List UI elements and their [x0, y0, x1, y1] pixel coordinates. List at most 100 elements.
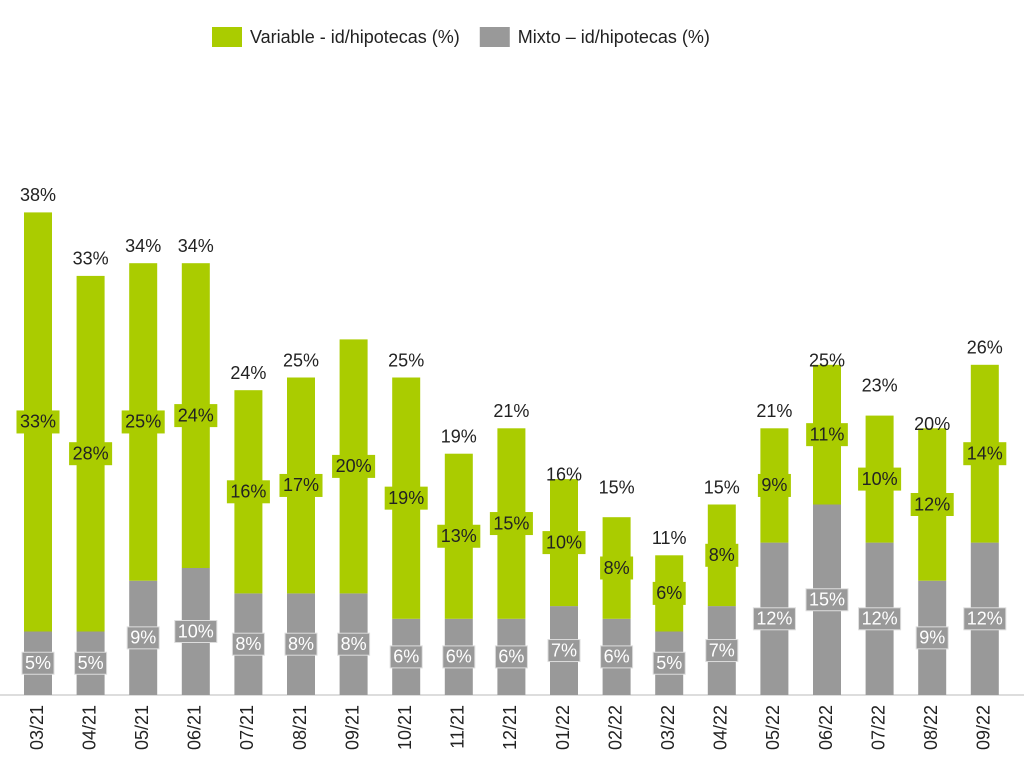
x-tick-label: 04/22 — [711, 705, 731, 750]
value-label: 25% — [121, 410, 165, 434]
value-label-bg — [16, 410, 60, 434]
value-label: 16% — [226, 480, 270, 504]
total-label: 25% — [809, 350, 845, 370]
value-label-text: 25% — [125, 412, 161, 432]
legend-label: Mixto – id/hipotecas (%) — [518, 27, 710, 47]
value-label: 9% — [757, 473, 791, 497]
value-label-text: 14% — [967, 443, 1003, 463]
value-label: 8% — [705, 543, 739, 567]
value-label-text: 5% — [656, 653, 682, 673]
value-label-bg — [963, 442, 1007, 466]
x-tick-label: 07/21 — [237, 705, 257, 750]
value-label-text: 12% — [967, 609, 1003, 629]
value-label-text: 15% — [493, 513, 529, 533]
value-label-text: 13% — [441, 526, 477, 546]
value-label-bg — [547, 639, 581, 663]
value-label-bg — [910, 493, 954, 516]
legend-swatch — [479, 27, 510, 47]
total-label: 15% — [599, 477, 635, 497]
x-tick-label: 01/22 — [553, 705, 573, 750]
value-label: 6% — [494, 645, 528, 669]
value-label: 7% — [547, 639, 581, 663]
value-label-bg — [652, 581, 686, 605]
value-label-bg — [806, 423, 848, 447]
value-label-bg — [963, 607, 1007, 631]
value-label-text: 8% — [288, 634, 314, 654]
value-label-bg — [805, 588, 849, 612]
value-label-text: 24% — [178, 405, 214, 425]
x-tick-label: 08/22 — [921, 705, 941, 750]
value-label-bg — [69, 442, 113, 466]
value-label-bg — [126, 626, 160, 650]
value-label-bg — [494, 645, 528, 669]
value-label: 10% — [858, 467, 902, 491]
total-label: 34% — [178, 236, 214, 256]
value-label: 12% — [963, 607, 1007, 631]
value-label: 15% — [805, 588, 849, 612]
x-tick-label: 05/22 — [763, 705, 783, 750]
value-label-bg — [332, 454, 376, 478]
value-label: 5% — [21, 651, 55, 675]
value-label: 7% — [705, 639, 739, 663]
value-label-bg — [600, 645, 634, 669]
value-label: 6% — [600, 645, 634, 669]
value-label: 5% — [652, 651, 686, 675]
total-label: 21% — [756, 401, 792, 421]
value-label: 9% — [915, 626, 949, 650]
value-label: 11% — [806, 423, 848, 447]
value-label-bg — [226, 480, 270, 504]
total-label: 38% — [20, 185, 56, 205]
value-label-text: 9% — [130, 628, 156, 648]
value-label: 20% — [332, 454, 376, 478]
value-label-text: 8% — [235, 634, 261, 654]
x-tick-label: 03/21 — [27, 705, 47, 750]
total-label: 19% — [441, 426, 477, 446]
value-label-text: 8% — [604, 558, 630, 578]
value-label-bg — [337, 632, 371, 656]
total-label: 26% — [967, 338, 1003, 358]
value-label: 19% — [384, 486, 428, 510]
value-label-text: 6% — [393, 647, 419, 667]
total-label: 11% — [652, 528, 687, 548]
value-label-bg — [174, 404, 218, 428]
value-label: 8% — [600, 556, 634, 580]
value-label: 17% — [279, 473, 323, 497]
x-tick-label: 09/21 — [342, 705, 362, 750]
value-label-bg — [752, 607, 796, 631]
value-label-text: 9% — [919, 628, 945, 648]
value-label: 8% — [337, 632, 371, 656]
total-label: 25% — [283, 350, 319, 370]
x-tick-label: 08/21 — [290, 705, 310, 750]
value-label: 13% — [437, 524, 481, 548]
value-label-text: 8% — [709, 545, 735, 565]
value-label-text: 6% — [446, 647, 472, 667]
value-label: 12% — [858, 607, 902, 631]
value-label-text: 7% — [551, 640, 577, 660]
value-label-text: 12% — [914, 494, 950, 514]
value-label-bg — [652, 651, 686, 675]
total-label: 20% — [914, 414, 950, 434]
value-label: 10% — [174, 620, 218, 643]
value-label-bg — [437, 524, 481, 548]
value-label-text: 9% — [761, 475, 787, 495]
total-label: 24% — [230, 363, 266, 383]
value-label-text: 17% — [283, 475, 319, 495]
total-label: 23% — [862, 376, 898, 396]
value-label-text: 12% — [756, 609, 792, 629]
x-tick-label: 02/22 — [605, 705, 625, 750]
value-label-text: 5% — [25, 653, 51, 673]
value-label-bg — [757, 473, 791, 497]
value-label: 6% — [389, 645, 423, 669]
value-label-text: 15% — [809, 590, 845, 610]
value-label-bg — [442, 645, 476, 669]
value-label: 8% — [284, 632, 318, 656]
value-label-bg — [858, 607, 902, 631]
value-label-bg — [542, 531, 586, 555]
total-label: 16% — [546, 465, 582, 485]
total-label: 33% — [73, 249, 109, 269]
x-tick-label: 06/22 — [816, 705, 836, 750]
value-label-text: 6% — [656, 583, 682, 603]
x-tick-label: 04/21 — [79, 705, 99, 750]
value-label: 6% — [442, 645, 476, 669]
